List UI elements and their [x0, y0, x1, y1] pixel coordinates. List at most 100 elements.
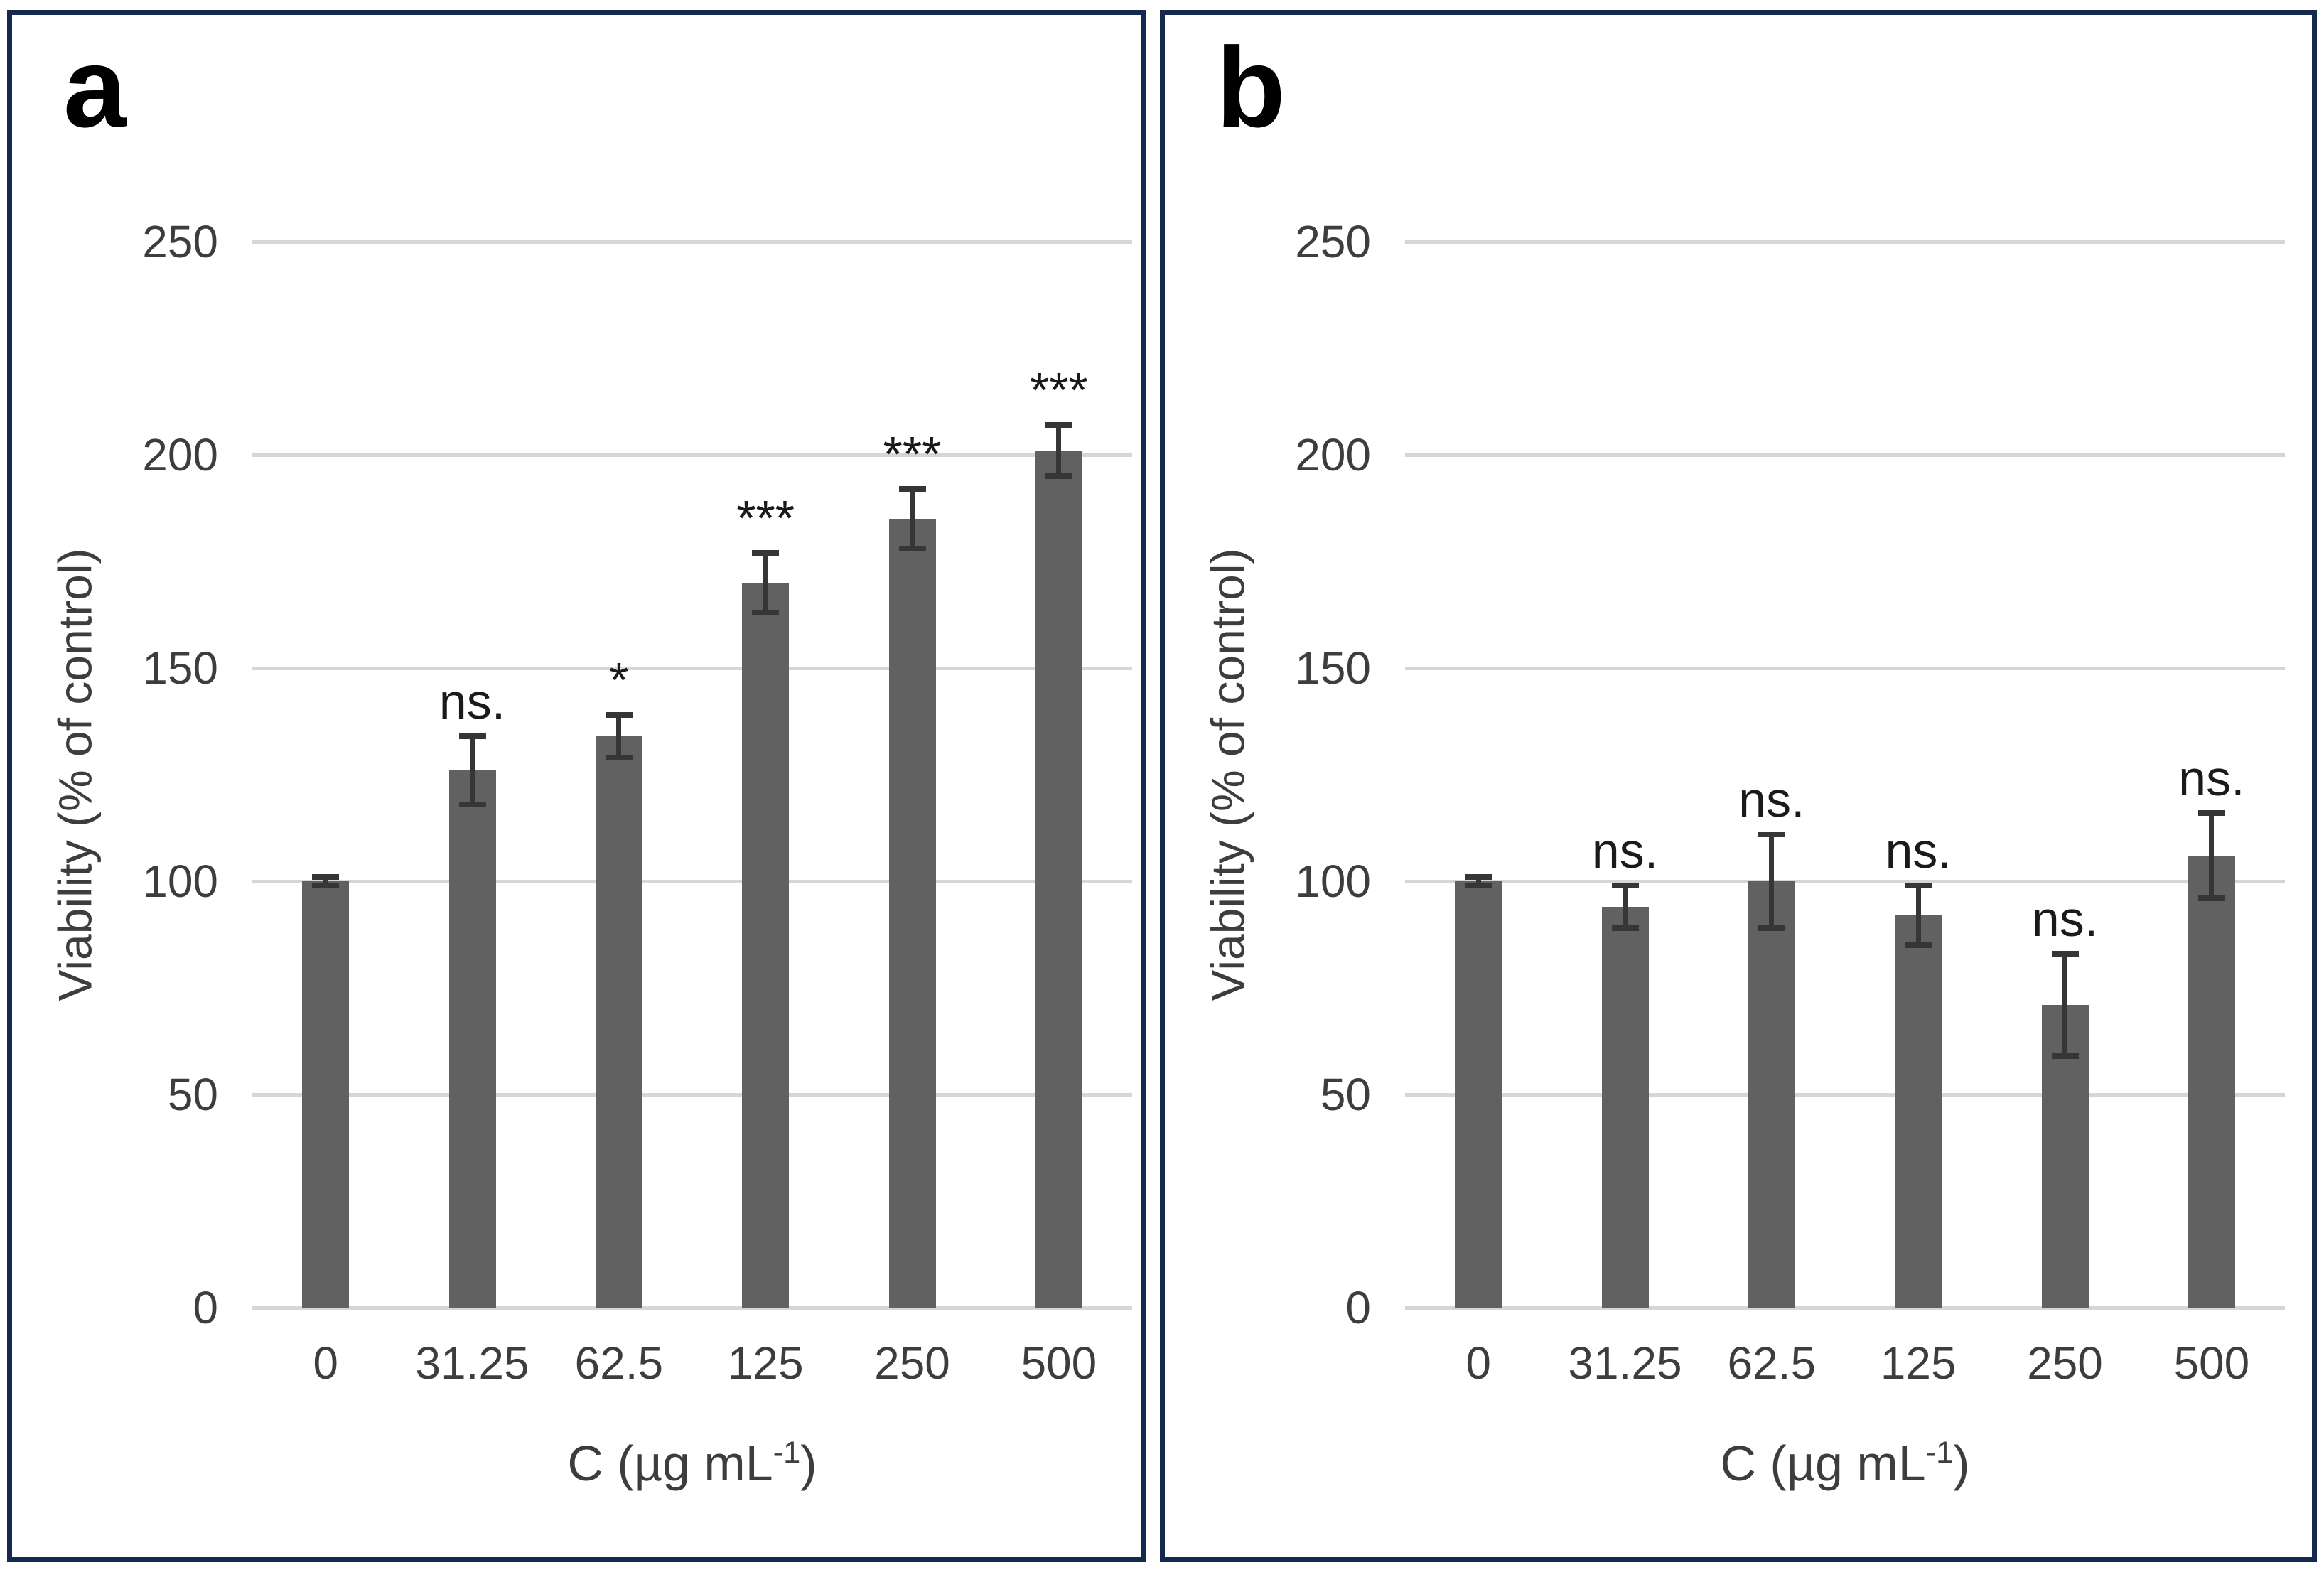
error-bar-0	[1475, 877, 1481, 886]
error-bar-62.5	[616, 715, 622, 758]
panel-a-y-axis-title-wrap: Viability (% of control)	[22, 242, 129, 1308]
error-bar-125	[763, 553, 768, 613]
bar-31.25	[448, 770, 496, 1308]
error-bar-250	[910, 489, 915, 549]
significance-label-125: ***	[736, 490, 795, 546]
error-cap-bottom-31.25	[1611, 925, 1639, 931]
error-cap-top-250	[898, 486, 926, 492]
error-bar-500	[1056, 425, 1062, 476]
gridline-250	[1405, 240, 2285, 244]
bar-0	[1455, 881, 1502, 1308]
y-tick-label-50: 50	[167, 1069, 218, 1120]
error-cap-bottom-500	[2197, 895, 2225, 901]
x-tick-label-125: 125	[727, 1338, 804, 1389]
x-tick-label-125: 125	[1880, 1338, 1957, 1389]
x-tick-label-500: 500	[2173, 1338, 2250, 1389]
error-cap-bottom-125	[1905, 942, 1932, 948]
panel-b: b Viability (% of control) 0 50 100 150 200 2…	[1160, 10, 2317, 1562]
x-tick-label-31.25: 31.25	[415, 1338, 529, 1389]
bar-62.5	[1748, 881, 1795, 1308]
error-cap-bottom-500	[1045, 473, 1072, 479]
gridline-50	[252, 1092, 1132, 1097]
gridline-250	[252, 240, 1132, 244]
error-cap-top-0	[1465, 874, 1492, 880]
panel-a-x-axis-title-main: C (µg mL	[567, 1436, 773, 1491]
error-bar-250	[2062, 954, 2067, 1056]
panel-b-x-axis-title-main: C (µg mL	[1720, 1436, 1926, 1491]
error-cap-top-62.5	[1758, 832, 1785, 837]
bar-31.25	[1601, 907, 1649, 1308]
error-bar-31.25	[470, 736, 475, 805]
bar-500	[2188, 856, 2235, 1308]
panel-a-x-axis-title-close: )	[800, 1436, 817, 1491]
error-bar-0	[323, 877, 328, 886]
y-tick-label-150: 150	[1295, 642, 1371, 694]
bar-500	[1035, 451, 1082, 1308]
bar-125	[1895, 915, 1942, 1308]
panel-b-y-axis-title: Viability (% of control)	[1202, 548, 1254, 1001]
significance-label-62.5: *	[609, 652, 629, 708]
error-bar-62.5	[1769, 834, 1775, 928]
x-tick-label-31.25: 31.25	[1568, 1338, 1682, 1389]
error-cap-bottom-0	[312, 883, 340, 888]
gridline-0	[1405, 1306, 2285, 1310]
y-tick-label-200: 200	[142, 429, 218, 480]
gridline-0	[252, 1306, 1132, 1310]
panel-b-letter: b	[1216, 23, 1286, 151]
gridline-200	[1405, 453, 2285, 457]
significance-label-500: ns.	[2178, 750, 2245, 806]
significance-label-125: ns.	[1885, 823, 1952, 878]
y-tick-label-150: 150	[142, 642, 218, 694]
x-tick-label-0: 0	[313, 1338, 338, 1389]
panel-a: a Viability (% of control) 0 50 100 150 200 2…	[7, 10, 1146, 1562]
panel-a-plot-area: ns. * *** *** ***	[252, 240, 1132, 1310]
y-tick-label-50: 50	[1320, 1069, 1371, 1120]
bar-125	[742, 583, 790, 1308]
gridline-100	[1405, 879, 2285, 883]
x-tick-label-250: 250	[2027, 1338, 2103, 1389]
panel-b-x-axis-title-close: )	[1953, 1436, 1970, 1491]
panel-b-x-axis-title: C (µg mL-1)	[1405, 1435, 2285, 1492]
x-tick-label-62.5: 62.5	[574, 1338, 664, 1389]
x-tick-label-0: 0	[1465, 1338, 1491, 1389]
x-tick-label-62.5: 62.5	[1727, 1338, 1817, 1389]
error-cap-bottom-125	[752, 610, 780, 615]
error-cap-bottom-62.5	[605, 755, 633, 760]
bar-62.5	[595, 736, 642, 1308]
error-cap-top-125	[752, 550, 780, 556]
y-tick-label-100: 100	[1295, 856, 1371, 907]
significance-label-31.25: ns.	[1591, 823, 1659, 878]
error-cap-bottom-62.5	[1758, 925, 1785, 931]
error-cap-top-0	[312, 874, 340, 880]
error-bar-31.25	[1623, 886, 1628, 928]
gridline-200	[252, 453, 1132, 457]
panel-a-y-axis-title: Viability (% of control)	[49, 548, 102, 1001]
significance-label-500: ***	[1029, 362, 1088, 418]
error-cap-bottom-31.25	[458, 802, 486, 807]
y-tick-label-250: 250	[142, 216, 218, 267]
error-cap-top-500	[2197, 810, 2225, 816]
panel-b-plot-area: ns. ns. ns. ns. ns.	[1405, 240, 2285, 1310]
error-cap-top-125	[1905, 883, 1932, 888]
significance-label-62.5: ns.	[1738, 772, 1805, 827]
panel-b-y-axis-title-wrap: Viability (% of control)	[1175, 242, 1281, 1308]
gridline-150	[252, 666, 1132, 670]
error-bar-125	[1915, 886, 1921, 945]
y-tick-label-100: 100	[142, 856, 218, 907]
gridline-50	[1405, 1092, 2285, 1097]
significance-label-250: ns.	[2031, 891, 2099, 947]
y-tick-label-0: 0	[1345, 1282, 1371, 1333]
error-cap-top-500	[1045, 422, 1072, 428]
panel-b-x-axis-title-sup: -1	[1925, 1436, 1954, 1470]
bar-250	[888, 519, 936, 1308]
panel-a-letter: a	[63, 23, 127, 151]
error-cap-top-250	[2051, 951, 2079, 957]
error-cap-bottom-250	[898, 546, 926, 551]
y-tick-label-200: 200	[1295, 429, 1371, 480]
panel-a-x-axis-title: C (µg mL-1)	[252, 1435, 1132, 1492]
bar-0	[302, 881, 350, 1308]
error-cap-bottom-0	[1465, 883, 1492, 888]
gridline-100	[252, 879, 1132, 883]
significance-label-250: ***	[883, 426, 942, 482]
